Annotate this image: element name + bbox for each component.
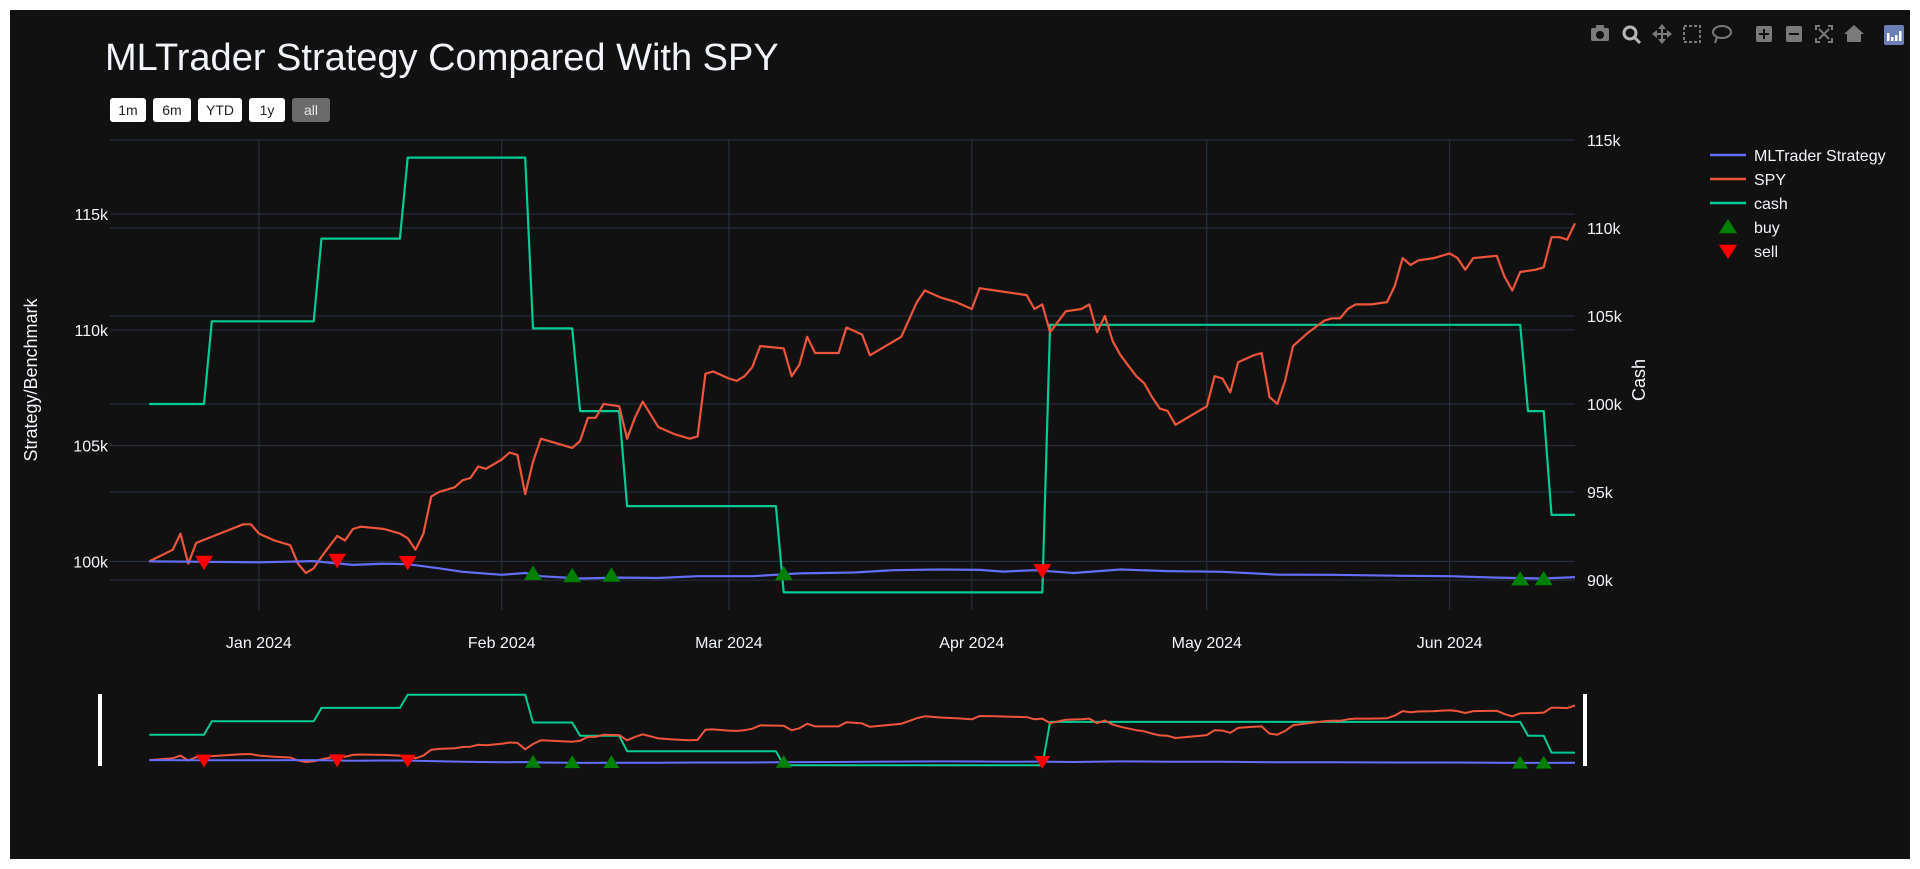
legend-item-cash[interactable]: cash <box>1710 196 1788 213</box>
range-slider[interactable] <box>98 693 1587 769</box>
pan-icon[interactable] <box>1652 24 1672 44</box>
sell-marker <box>1033 564 1052 579</box>
x-tick-label: Feb 2024 <box>468 635 536 652</box>
range-button-bg <box>292 98 330 122</box>
sell-marker <box>195 555 214 571</box>
y-tick-label: 110k <box>74 323 109 340</box>
range-button-label: 1m <box>118 102 137 118</box>
modebar <box>1591 24 1904 45</box>
legend-item-mltrader-strategy[interactable]: MLTrader Strategy <box>1710 148 1886 165</box>
axis-labels: Jan 2024 Feb 2024 Mar 2024 Apr 2024 May 2024… <box>73 133 1622 652</box>
zoom-out-icon[interactable] <box>1786 26 1802 42</box>
rangeslider-buy-marker <box>525 754 542 768</box>
chart-title: MLTrader Strategy Compared With SPY <box>105 37 779 79</box>
y-tick-label: 100k <box>73 554 109 571</box>
range-button-bg <box>249 98 285 122</box>
range-button-1y[interactable]: 1y <box>249 98 285 122</box>
grid-lines <box>110 139 1575 610</box>
rangeslider-buy-marker <box>603 755 620 769</box>
plotly-logo-icon[interactable] <box>1884 25 1904 45</box>
range-button-label: 6m <box>162 102 181 118</box>
legend: MLTrader Strategy SPY cash buy sell <box>1710 148 1886 261</box>
y2-axis-title: Cash <box>1629 359 1649 401</box>
rangeslider-sell-marker <box>399 754 416 768</box>
x-tick-label: Mar 2024 <box>695 635 763 652</box>
range-button-bg <box>198 98 242 122</box>
reset-axes-icon[interactable] <box>1844 25 1864 42</box>
legend-swatch <box>1719 244 1737 260</box>
legend-label: MLTrader Strategy <box>1754 148 1886 165</box>
zoom-icon[interactable] <box>1622 25 1642 45</box>
buy-marker <box>524 565 543 580</box>
y2-tick-label: 110k <box>1587 221 1622 238</box>
y-tick-label: 115k <box>74 207 109 224</box>
rangeslider-sell-marker <box>1034 755 1051 769</box>
sell-marker <box>398 556 417 571</box>
buy-marker <box>602 567 621 582</box>
y2-tick-label: 100k <box>1587 397 1623 414</box>
x-tick-label: Jun 2024 <box>1417 635 1483 652</box>
legend-label: cash <box>1754 196 1788 213</box>
y-tick-label: 105k <box>73 439 109 456</box>
plot-container: Jan 2024 Feb 2024 Mar 2024 Apr 2024 May 2024… <box>10 10 1910 859</box>
range-button-bg <box>110 98 146 122</box>
rangeslider-buy-marker <box>775 754 792 768</box>
range-button-label: 1y <box>260 102 275 118</box>
rangeslider-buy-marker <box>564 755 581 769</box>
legend-label: buy <box>1754 220 1780 237</box>
box-select-icon[interactable] <box>1683 25 1701 43</box>
buy-marker <box>774 566 793 581</box>
range-button-label: YTD <box>206 102 234 118</box>
rangeslider-sell-marker <box>329 754 346 768</box>
series-line-mltrader-strategy <box>149 559 1576 580</box>
rangeslider-sell-marker <box>196 754 213 768</box>
series-layer <box>148 156 1576 594</box>
range-button-ytd[interactable]: YTD <box>198 98 242 122</box>
range-button-6m[interactable]: 6m <box>153 98 191 122</box>
x-tick-label: May 2024 <box>1172 635 1242 652</box>
lasso-icon[interactable] <box>1712 25 1732 44</box>
series-line-spy <box>148 222 1576 575</box>
x-tick-label: Apr 2024 <box>939 635 1004 652</box>
range-button-1m[interactable]: 1m <box>110 98 146 122</box>
y2-tick-label: 90k <box>1587 573 1614 590</box>
legend-label: SPY <box>1754 172 1786 189</box>
range-button-label: all <box>304 102 318 118</box>
range-button-bg <box>153 98 191 122</box>
x-tick-label: Jan 2024 <box>226 635 292 652</box>
legend-swatch <box>1719 218 1737 234</box>
legend-item-sell[interactable]: sell <box>1719 244 1778 261</box>
range-button-all[interactable]: all <box>292 98 330 122</box>
legend-item-spy[interactable]: SPY <box>1710 172 1786 189</box>
buy-marker <box>1511 571 1530 586</box>
rangeslider-right-handle[interactable] <box>1583 694 1587 766</box>
rangeslider-left-handle[interactable] <box>98 694 102 766</box>
y2-tick-label: 115k <box>1587 133 1622 150</box>
rangeslider-line-mltrader-strategy <box>149 759 1576 764</box>
rangeslider-buy-marker <box>1535 755 1552 769</box>
y2-tick-label: 105k <box>1587 309 1623 326</box>
buy-marker <box>1534 570 1553 586</box>
rangeslider-buy-marker <box>1512 755 1529 769</box>
rangeslider-line-spy <box>149 704 1576 763</box>
autoscale-icon[interactable] <box>1815 25 1833 43</box>
legend-item-buy[interactable]: buy <box>1719 218 1780 237</box>
camera-icon[interactable] <box>1591 25 1609 41</box>
buy-marker <box>563 567 582 583</box>
sell-marker <box>328 553 347 569</box>
marker-layer <box>195 553 1553 586</box>
range-selector: 1m 6m YTD 1y all <box>110 98 330 122</box>
y-axis-title: Strategy/Benchmark <box>21 297 41 461</box>
chart-svg: Jan 2024 Feb 2024 Mar 2024 Apr 2024 May 2024… <box>21 24 1904 769</box>
legend-label: sell <box>1754 244 1778 261</box>
y2-tick-label: 95k <box>1587 485 1614 502</box>
zoom-in-icon[interactable] <box>1756 26 1772 42</box>
